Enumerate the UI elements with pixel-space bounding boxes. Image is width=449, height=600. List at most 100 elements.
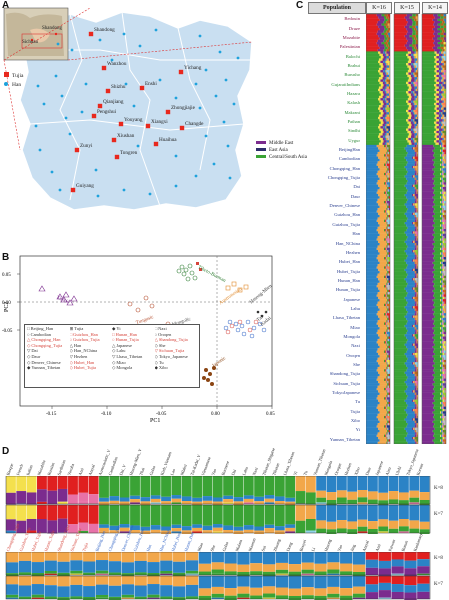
admixture-segment — [394, 247, 407, 251]
admixture-segment — [386, 182, 387, 185]
admixture-segment — [415, 292, 417, 295]
admixture-segment — [386, 170, 388, 174]
admixture-segment — [443, 23, 446, 26]
admixture-segment — [415, 179, 417, 183]
admixture-segment — [376, 275, 384, 279]
cluster-austronesian — [225, 281, 249, 293]
region-legend: Middle East East Asia Central/South Asia — [256, 140, 322, 161]
pca-legend-entry: □Naxi — [155, 326, 198, 332]
admixture-segment — [387, 338, 389, 342]
admixture-segment — [366, 128, 380, 132]
admixture-segment — [388, 25, 390, 29]
admixture-segment — [415, 348, 417, 351]
admixture-segment — [386, 172, 387, 176]
admixture-segment — [70, 573, 83, 575]
admixture-segment — [433, 23, 438, 26]
admixture-segment — [415, 49, 418, 52]
admixture-segment — [366, 406, 377, 410]
admixture-segment — [406, 345, 415, 349]
admixture-segment — [414, 212, 418, 216]
admixture-segment — [366, 336, 380, 340]
admixture-segment — [384, 191, 386, 195]
admixture-segment — [388, 67, 390, 71]
admixture-segment — [440, 303, 442, 307]
admixture-segment — [413, 362, 415, 365]
admixture-segment — [434, 30, 440, 33]
admixture-segment — [387, 198, 389, 202]
admixture-segment — [130, 530, 140, 533]
admixture-segment — [416, 422, 418, 426]
admixture-segment — [444, 77, 446, 80]
y-tick-label: -0.05 — [2, 329, 13, 334]
admixture-segment — [412, 121, 415, 125]
admixture-segment — [366, 275, 377, 279]
admixture-segment — [394, 434, 407, 438]
admixture-segment — [387, 271, 389, 274]
pca-legend-entry: ▽Hezhen — [70, 354, 113, 360]
admixture-segment — [383, 112, 387, 115]
admixture-segment — [415, 170, 417, 174]
admixture-segment — [347, 476, 358, 492]
admixture-segment — [443, 236, 445, 239]
admixture-segment — [444, 385, 446, 389]
admixture-segment — [440, 25, 444, 29]
y-tick-label: 0.00 — [2, 301, 11, 306]
admixture-segment — [434, 362, 443, 365]
admixture-segment — [414, 317, 416, 321]
admixture-segment — [434, 170, 443, 174]
admixture-segment — [414, 287, 415, 290]
legend-entry-label: Dai — [31, 348, 38, 354]
admixture-segment — [379, 280, 388, 283]
admixture-segment — [394, 418, 405, 421]
admixture-segment — [83, 552, 96, 562]
admixture-segment — [387, 306, 389, 309]
admixture-segment — [88, 476, 99, 495]
pca-legend-entry: ◇Tu — [155, 360, 198, 366]
admixture-segment — [366, 418, 379, 421]
admixture-segment — [410, 140, 413, 143]
admixture-segment — [414, 420, 416, 424]
admixture-segment — [366, 30, 378, 33]
population-label: Ami — [77, 467, 85, 476]
admixture-segment — [440, 387, 442, 391]
admixture-segment — [422, 60, 435, 64]
admixture-segment — [432, 345, 440, 349]
admixture-segment — [140, 497, 151, 502]
admixture-segment — [422, 313, 434, 316]
admixture-segment — [386, 154, 387, 157]
admixture-segment — [376, 415, 384, 419]
admixture-segment — [412, 156, 414, 160]
admixture-segment — [388, 254, 390, 258]
admixture-segment — [422, 376, 435, 379]
admixture-segment — [387, 280, 389, 283]
admixture-segment — [442, 95, 445, 99]
population-label: Yao — [210, 468, 218, 476]
admixture-segment — [211, 576, 224, 587]
admixture-segment — [388, 327, 390, 330]
admixture-segment — [366, 142, 379, 146]
pca-legend-entry: ◇Han_NChina — [70, 348, 113, 354]
admixture-segment — [394, 275, 407, 279]
admixture-segment — [394, 362, 405, 365]
admixture-segment — [366, 42, 377, 45]
admixture-segment — [383, 116, 386, 120]
legend-entry-label: Tujia — [74, 326, 84, 331]
admixture-segment — [442, 315, 445, 319]
admixture-segment — [386, 275, 387, 279]
admixture-segment — [442, 229, 444, 232]
admixture-segment — [391, 584, 404, 592]
admixture-segment — [406, 294, 415, 297]
legend-han: Han — [4, 81, 23, 90]
admixture-segment — [443, 285, 446, 288]
admixture-segment — [394, 292, 408, 295]
admixture-segment — [407, 84, 411, 87]
admixture-segment — [422, 210, 434, 213]
admixture-segment — [386, 175, 387, 178]
admixture-segment — [441, 369, 443, 372]
admixture-segment — [387, 184, 389, 188]
admixture-segment — [433, 266, 441, 269]
admixture-segment — [441, 65, 443, 68]
admixture-segment — [26, 492, 37, 505]
admixture-segment — [173, 552, 186, 562]
admixture-segment — [386, 254, 388, 258]
